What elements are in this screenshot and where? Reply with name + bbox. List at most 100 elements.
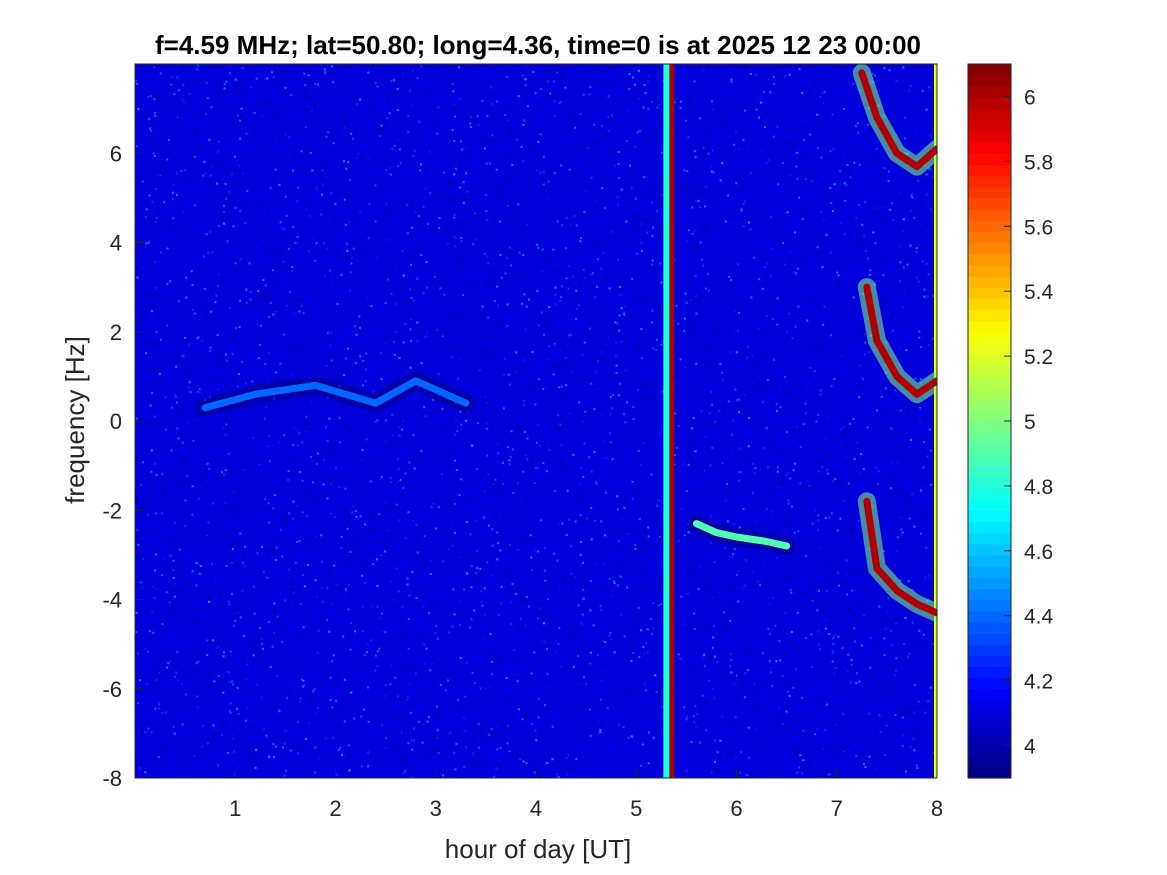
colorbar-segment (968, 387, 1011, 400)
vertical-band-1 (663, 64, 670, 778)
colorbar-segment (968, 543, 1011, 556)
colorbar-segment (968, 632, 1011, 645)
trace-4 (692, 520, 791, 550)
colorbar-segment (968, 331, 1011, 344)
trace-5 (858, 69, 937, 171)
colorbar-segment (968, 398, 1011, 411)
y-tick-label: 2 (110, 320, 122, 345)
colorbar-segment (968, 186, 1011, 199)
colorbar-segment (968, 354, 1011, 366)
x-tick-label: 6 (730, 796, 742, 821)
colorbar-segment (968, 164, 1011, 177)
colorbar-segment (968, 476, 1011, 489)
colorbar-segment (968, 197, 1011, 210)
colorbar-segment (968, 130, 1011, 143)
colorbar-segment (968, 465, 1011, 478)
colorbar-segment (968, 264, 1011, 277)
plot-area (134, 63, 938, 779)
colorbar-segment (968, 722, 1011, 734)
colorbar-segment (968, 287, 1011, 299)
y-axis: -8 -6 -4 -2 0 2 4 6 (102, 141, 143, 791)
y-tick-label: -8 (102, 766, 122, 791)
x-tick-label: 8 (931, 796, 943, 821)
colorbar-segment (968, 342, 1011, 355)
x-axis: 1 2 3 4 5 6 7 8 (229, 770, 943, 821)
colorbar-tick-label: 4 (1024, 736, 1036, 759)
x-axis-label: hour of day [UT] (445, 834, 631, 864)
colorbar-segment (968, 554, 1011, 567)
colorbar-tick-label: 5.8 (1024, 151, 1053, 174)
colorbar-segment (968, 320, 1011, 333)
heatmap-background (135, 64, 937, 778)
trace-6 (863, 283, 937, 398)
colorbar-segment (968, 298, 1011, 311)
colorbar-segment (968, 487, 1011, 500)
vertical-band-0 (668, 64, 675, 778)
colorbar-tick-label: 5.2 (1024, 346, 1053, 369)
heatmap-features (196, 64, 937, 778)
colorbar-segment (968, 566, 1011, 578)
colorbar-segment (968, 209, 1011, 221)
colorbar-tick-label: 4.4 (1024, 606, 1054, 629)
x-tick-label: 5 (630, 796, 642, 821)
colorbar-segment (968, 153, 1011, 166)
colorbar-segment (968, 521, 1011, 534)
chart-title: f=4.59 MHz; lat=50.80; long=4.36, time=0… (155, 30, 921, 60)
colorbar-segment (968, 119, 1011, 132)
colorbar-segment (968, 577, 1011, 589)
y-tick-label: 0 (110, 409, 122, 434)
colorbar-tick-label: 5.4 (1024, 281, 1054, 304)
colorbar-segment (968, 733, 1011, 746)
colorbar: 4 4.2 4.4 4.6 4.8 5 5.2 5.4 5.6 5.8 6 (967, 63, 1054, 779)
colorbar-segment (968, 242, 1011, 255)
colorbar-segment (968, 766, 1011, 779)
colorbar-segment (968, 86, 1011, 99)
y-axis-label: frequency [Hz] (60, 336, 90, 504)
colorbar-segment (968, 599, 1011, 612)
colorbar-segment (968, 499, 1011, 511)
colorbar-segment (968, 376, 1011, 389)
x-tick-label: 2 (329, 796, 341, 821)
y-tick-label: -4 (102, 588, 122, 613)
colorbar-segment (968, 443, 1011, 456)
colorbar-segment (968, 409, 1011, 422)
x-tick-label: 4 (530, 796, 542, 821)
colorbar-segment (968, 666, 1011, 679)
colorbar-tick-label: 5 (1024, 411, 1036, 434)
colorbar-segment (968, 510, 1011, 523)
colorbar-segment (968, 755, 1011, 768)
colorbar-segment (968, 699, 1011, 712)
colorbar-segment (968, 275, 1011, 288)
colorbar-segment (968, 688, 1011, 701)
trace-7 (863, 497, 937, 617)
colorbar-segment (968, 421, 1011, 433)
colorbar-segment (968, 588, 1011, 601)
colorbar-tick-label: 4.6 (1024, 541, 1053, 564)
colorbar-segment (968, 253, 1011, 266)
colorbar-segment (968, 365, 1011, 377)
x-tick-label: 1 (229, 796, 241, 821)
colorbar-segment (968, 432, 1011, 444)
colorbar-segment (968, 655, 1011, 668)
colorbar-segment (968, 744, 1011, 757)
colorbar-segment (968, 220, 1011, 232)
colorbar-segment (968, 621, 1011, 634)
colorbar-tick-label: 4.2 (1024, 671, 1053, 694)
colorbar-segment (968, 142, 1011, 154)
trace-3 (201, 377, 470, 412)
colorbar-segment (968, 97, 1011, 110)
colorbar-segment (968, 532, 1011, 545)
colorbar-segment (968, 454, 1011, 467)
colorbar-tick-label: 5.6 (1024, 216, 1053, 239)
colorbar-segment (968, 711, 1011, 723)
colorbar-segment (968, 64, 1011, 76)
colorbar-segment (968, 644, 1011, 656)
colorbar-tick-label: 4.8 (1024, 476, 1053, 499)
colorbar-segment (968, 610, 1011, 623)
y-tick-label: -6 (102, 677, 122, 702)
colorbar-segment (968, 309, 1011, 322)
y-tick-label: -2 (102, 498, 122, 523)
y-tick-label: 4 (110, 231, 122, 256)
x-tick-label: 3 (430, 796, 442, 821)
